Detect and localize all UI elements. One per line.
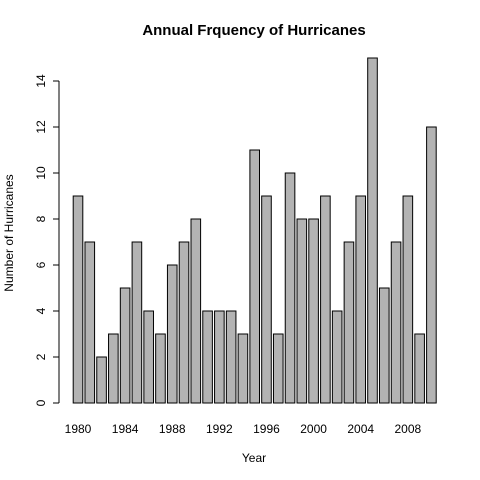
- bar-1983: [108, 333, 119, 404]
- bar-1988: [166, 264, 178, 404]
- x-tick-label: 1984: [112, 422, 139, 436]
- y-axis-label: Number of Hurricanes: [2, 174, 16, 291]
- x-axis-label: Year: [242, 451, 266, 465]
- bar-1994: [237, 333, 249, 404]
- bar-1999: [296, 218, 308, 404]
- y-tick-label: 0: [34, 399, 48, 406]
- bar-2002: [331, 310, 343, 404]
- bar-2007: [390, 241, 402, 404]
- bar-1995: [249, 149, 260, 404]
- bar-2006: [378, 287, 390, 404]
- bar-1981: [84, 241, 96, 404]
- chart-title: Annual Frquency of Hurricanes: [142, 22, 365, 39]
- bar-1982: [96, 356, 107, 404]
- bar-2004: [355, 195, 367, 404]
- bars: [72, 57, 437, 404]
- x-tick-label: 2008: [394, 422, 421, 436]
- bar-1996: [261, 195, 272, 404]
- x-tick-label: 2004: [347, 422, 374, 436]
- bar-2001: [320, 195, 331, 404]
- x-tick-label: 1996: [253, 422, 280, 436]
- bar-1986: [143, 310, 154, 404]
- y-tick-label: 4: [34, 307, 48, 314]
- x-tick-label: 1992: [206, 422, 233, 436]
- y-tick-label: 12: [34, 120, 48, 134]
- bar-1987: [155, 333, 166, 404]
- bar-2005: [367, 57, 378, 404]
- y-tick-label: 2: [34, 353, 48, 360]
- bar-2008: [402, 195, 414, 404]
- bar-2009: [414, 333, 425, 404]
- x-tick-label: 1988: [159, 422, 186, 436]
- bar-1984: [119, 287, 131, 404]
- y-tick-label: 8: [34, 215, 48, 222]
- bar-1989: [178, 241, 190, 404]
- bar-2010: [426, 126, 437, 404]
- bar-1985: [131, 241, 143, 404]
- bar-1998: [284, 172, 296, 404]
- bar-1997: [272, 333, 284, 404]
- x-tick-label: 1980: [65, 422, 92, 436]
- y-tick-label: 14: [34, 74, 48, 88]
- bar-1990: [190, 218, 202, 404]
- y-axis: 0 2 4 6 8 10 12 14: [34, 74, 60, 406]
- x-axis-tick-labels: 1980 1984 1988 1992 1996 2000 2004 2008: [65, 422, 422, 436]
- bar-1980: [72, 195, 84, 404]
- y-tick-label: 10: [34, 166, 48, 180]
- x-tick-label: 2000: [300, 422, 327, 436]
- y-tick-label: 6: [34, 261, 48, 268]
- bar-1991: [202, 310, 213, 404]
- bar-2003: [343, 241, 355, 404]
- bar-1992: [214, 310, 225, 404]
- bar-1993: [225, 310, 237, 404]
- bar-2000: [308, 218, 319, 404]
